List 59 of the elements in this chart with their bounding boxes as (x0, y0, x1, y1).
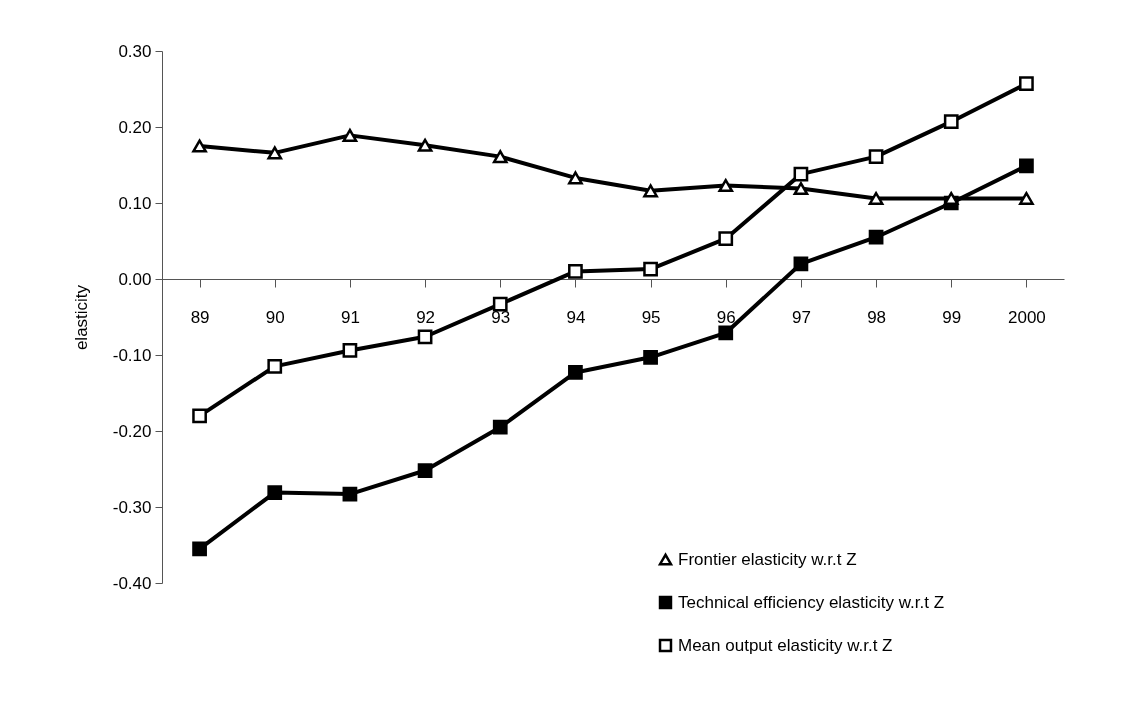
point (643, 184, 658, 198)
point (643, 261, 658, 277)
point (192, 541, 207, 557)
x-tick-label: 92 (416, 307, 436, 327)
x-tick-label: 93 (491, 307, 511, 327)
point (643, 349, 658, 365)
x-tick-label: 97 (791, 307, 811, 327)
point (1019, 158, 1034, 174)
point (568, 264, 583, 279)
point (342, 486, 358, 502)
point (417, 138, 433, 152)
x-tick-label: 99 (942, 307, 962, 327)
point (417, 463, 433, 478)
x-tick-label: 2000 (1008, 307, 1046, 327)
point (943, 114, 959, 130)
x-tick-label: 90 (265, 307, 285, 327)
point (492, 419, 508, 435)
x-tick-label: 98 (867, 307, 887, 327)
point (492, 296, 508, 312)
y-tick-label: -0.40 (112, 573, 152, 593)
point (492, 150, 508, 164)
legend-label: Technical efficiency elasticity w.r.t Z (678, 592, 945, 612)
point (868, 229, 884, 245)
point (718, 178, 734, 193)
y-axis-title: elasticity (71, 284, 91, 351)
legend-label: Frontier elasticity w.r.t Z (678, 549, 857, 569)
x-tick-label: 96 (716, 307, 736, 327)
point (1019, 76, 1034, 92)
point (568, 171, 583, 185)
point (267, 146, 283, 160)
point (793, 256, 809, 272)
point (793, 166, 809, 182)
point (1019, 191, 1034, 205)
y-tick-label: 0.30 (118, 41, 152, 61)
point (868, 149, 884, 165)
point (793, 182, 809, 196)
y-tick-label: 0.00 (118, 269, 152, 289)
point (417, 329, 433, 345)
point (718, 325, 734, 341)
point (192, 408, 207, 424)
point (718, 231, 734, 247)
y-tick-label: 0.20 (118, 117, 152, 137)
y-tick-label: -0.10 (112, 345, 152, 365)
point (342, 128, 358, 142)
point (267, 359, 283, 374)
x-tick-label: 91 (340, 307, 360, 327)
x-tick-label: 89 (190, 307, 210, 327)
point (568, 365, 583, 380)
point (192, 139, 207, 153)
point (342, 343, 358, 358)
y-tick-label: -0.30 (112, 497, 152, 517)
point (267, 485, 283, 500)
legend-label: Mean output elasticity w.r.t Z (678, 635, 893, 655)
y-tick-label: 0.10 (118, 193, 152, 213)
y-tick-label: -0.20 (112, 421, 152, 441)
x-tick-label: 95 (641, 307, 661, 327)
x-tick-label: 94 (566, 307, 586, 327)
point (868, 191, 884, 205)
point (943, 191, 959, 205)
